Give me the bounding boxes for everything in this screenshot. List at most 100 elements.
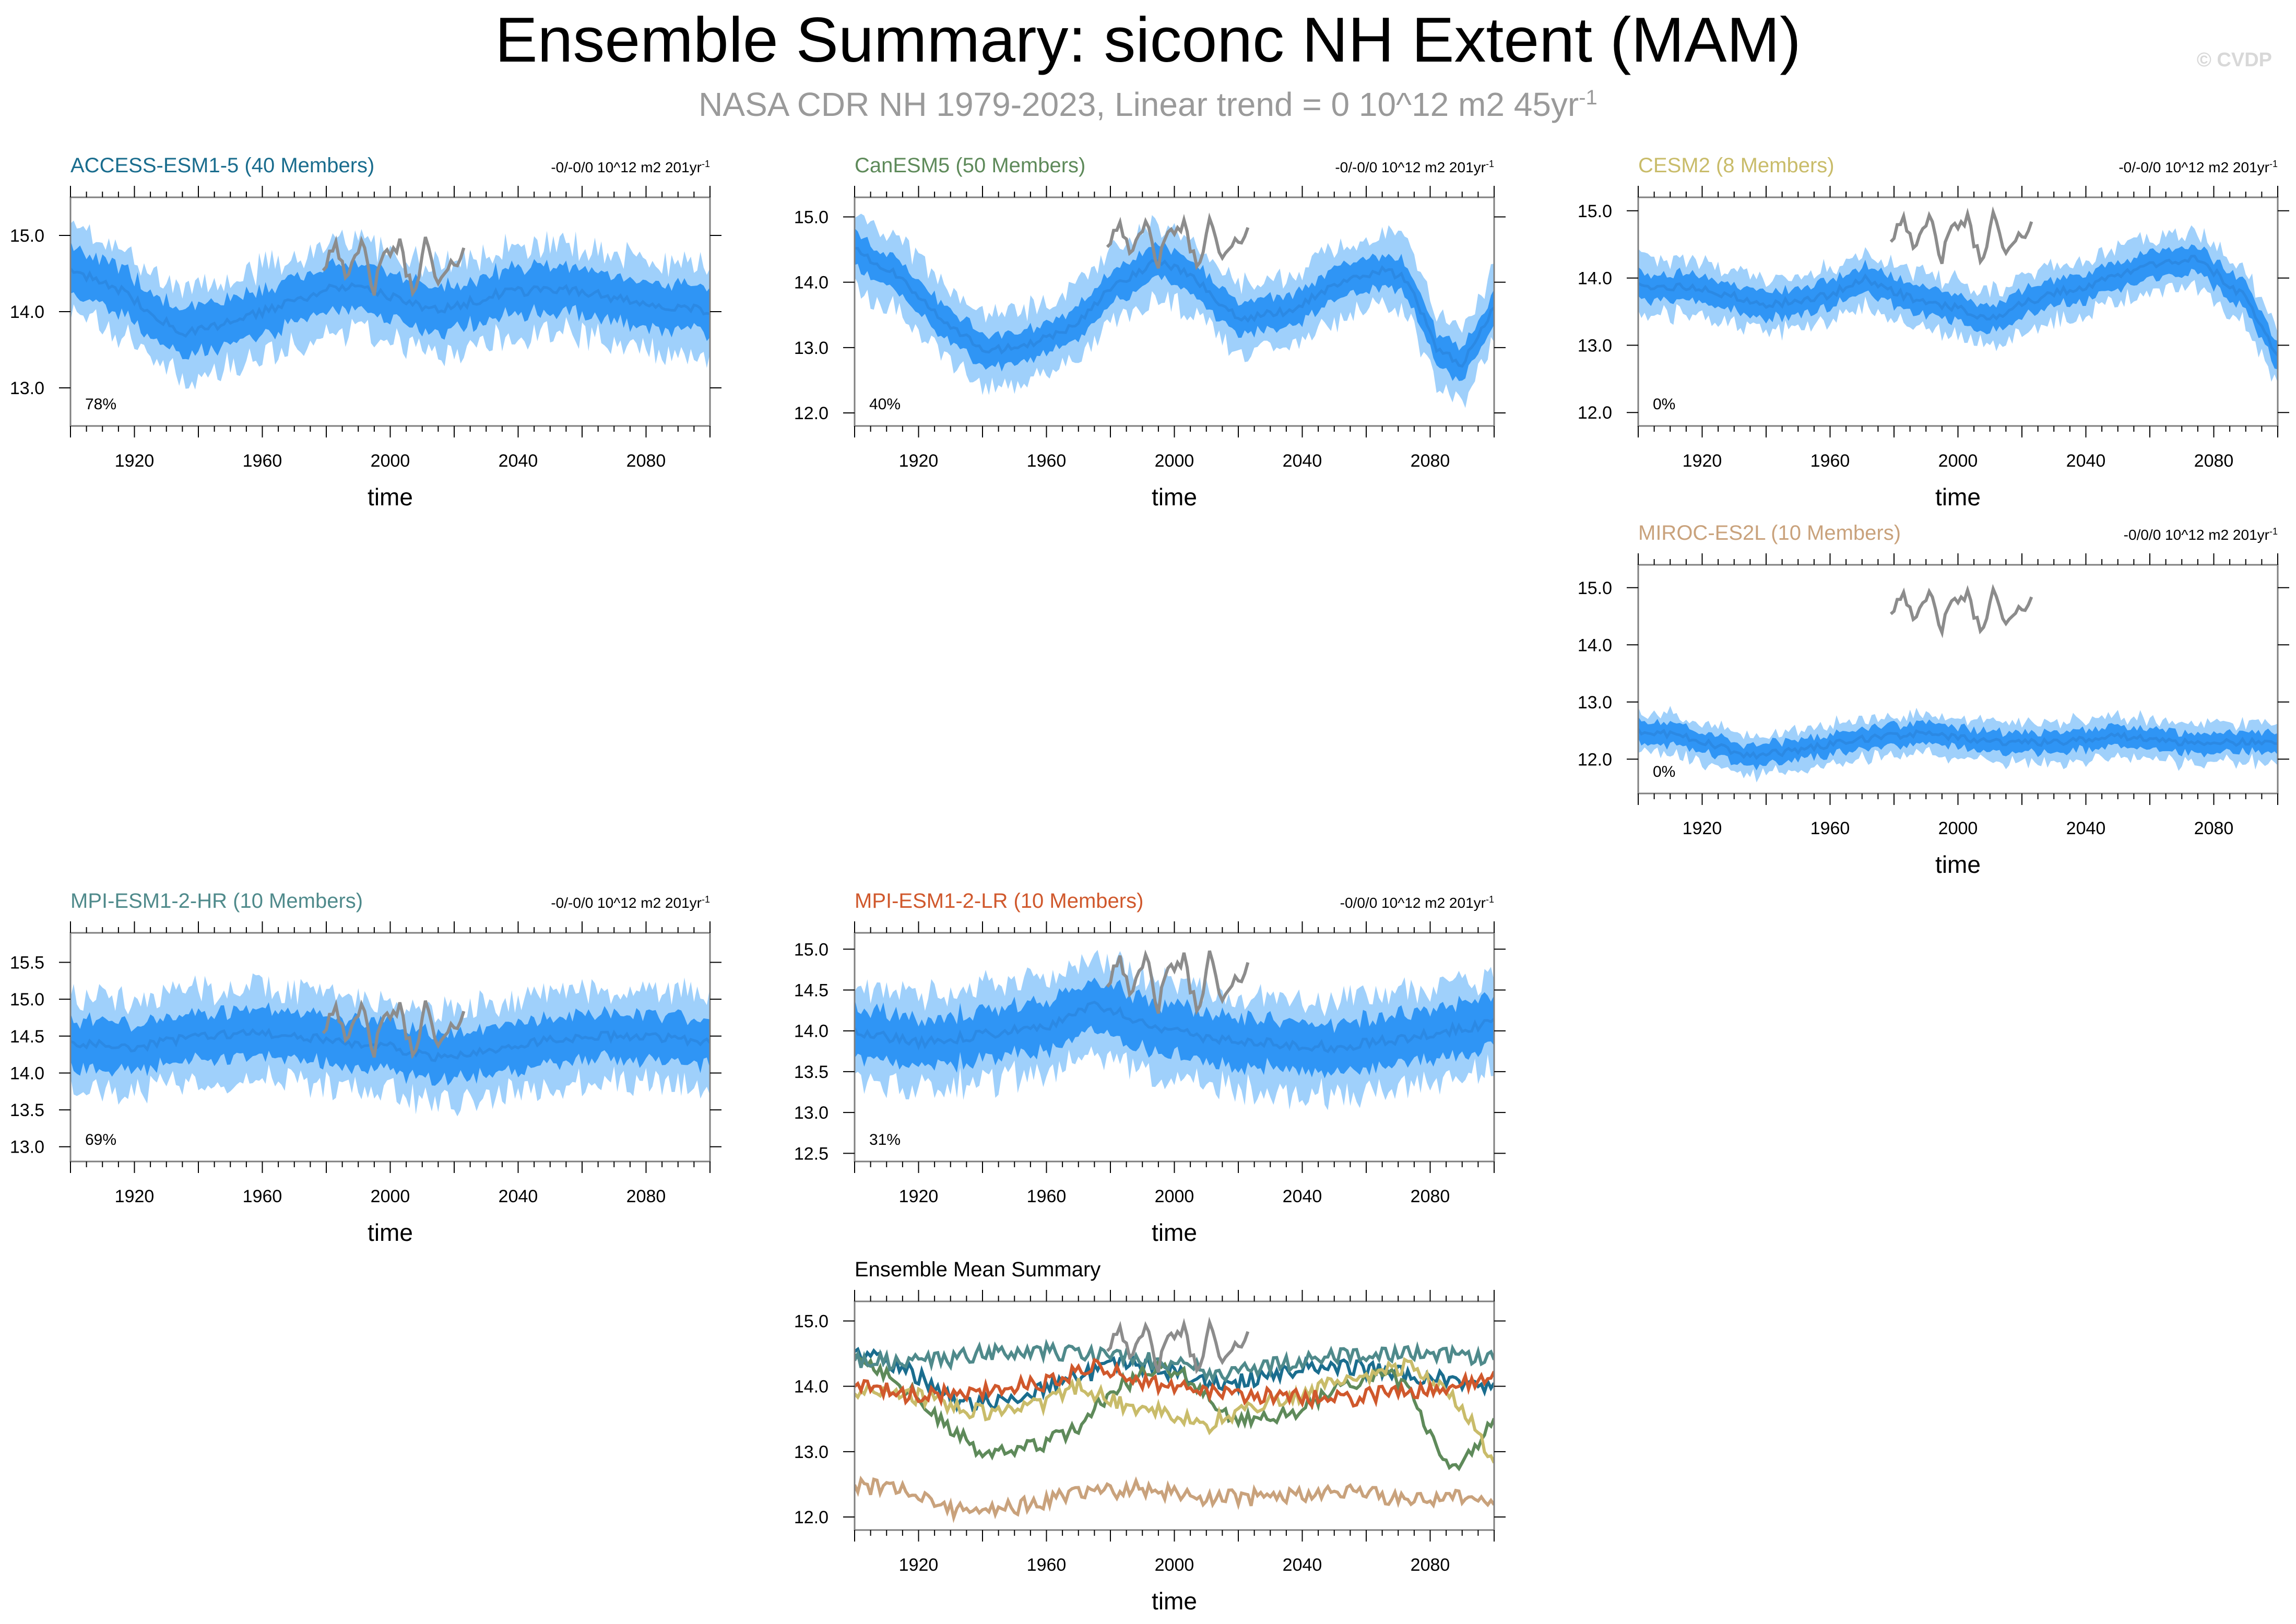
x-tick-label-canesm5: 2040 xyxy=(1283,451,1322,471)
panel-title-mpilr: MPI-ESM1-2-LR (10 Members) xyxy=(855,890,1143,912)
y-tick-label-summary: 15.0 xyxy=(794,1312,829,1332)
obs-line-access xyxy=(322,235,466,298)
y-tick-label-miroc: 15.0 xyxy=(1578,578,1612,598)
x-tick-label-access: 1920 xyxy=(115,451,155,471)
percent-label-access: 78% xyxy=(85,396,116,413)
summary-series-canesm5 xyxy=(855,1353,1494,1472)
trend-text-sup: -1 xyxy=(2269,159,2278,169)
panels-group: 1920 1960 2000 2040 2080 13.0 14.0 15.0 time ACCE… xyxy=(10,154,2289,1615)
trend-text-main: -0/0/0 10^12 m2 201yr xyxy=(1340,895,1486,911)
x-tick-label-access: 2080 xyxy=(626,451,666,471)
y-tick-label-canesm5: 12.0 xyxy=(794,404,829,423)
mean-line-mpilr xyxy=(855,1001,1494,1054)
x-tick-label-summary: 1960 xyxy=(1027,1555,1067,1575)
y-tick-label-access: 14.0 xyxy=(10,302,44,322)
obs-line-mpihr xyxy=(322,999,466,1060)
y-tick-label-canesm5: 13.0 xyxy=(794,338,829,358)
x-axis-label-mpilr: time xyxy=(1152,1219,1197,1246)
trend-text-canesm5: -0/-0/0 10^12 m2 201yr-1 xyxy=(1335,159,1494,175)
percent-label-canesm5: 40% xyxy=(869,396,901,413)
y-tick-label-mpilr: 14.0 xyxy=(794,1022,829,1041)
panel-summary: 1920 1960 2000 2040 2080 12.0 13.0 14.0 15.0 time… xyxy=(794,1258,1506,1615)
page-subtitle-main: NASA CDR NH 1979-2023, Linear trend = 0 … xyxy=(699,86,1579,123)
x-tick-label-access: 2040 xyxy=(499,451,538,471)
x-tick-label-summary: 1920 xyxy=(899,1555,939,1575)
panel-mpihr: 1920 1960 2000 2040 2080 13.0 13.5 14.0 14.5 15.0… xyxy=(10,890,721,1246)
plot-area xyxy=(855,212,1494,408)
x-tick-label-cesm2: 1920 xyxy=(1683,451,1722,471)
percent-label-mpihr: 69% xyxy=(85,1131,116,1148)
y-tick-label-canesm5: 15.0 xyxy=(794,208,829,228)
y-tick-label-cesm2: 14.0 xyxy=(1578,269,1612,289)
x-axis-label-mpihr: time xyxy=(368,1219,413,1246)
y-tick-label-mpihr: 14.0 xyxy=(10,1063,44,1083)
obs-line-summary xyxy=(1106,1317,1250,1374)
x-axis-label-miroc: time xyxy=(1935,851,1981,878)
y-tick-label-cesm2: 15.0 xyxy=(1578,201,1612,221)
trend-text-sup: -1 xyxy=(1486,159,1494,169)
mean-line-access xyxy=(70,267,710,338)
x-tick-label-miroc: 2080 xyxy=(2194,819,2234,838)
panel-mpilr: 1920 1960 2000 2040 2080 12.5 13.0 13.5 14.0 14.5… xyxy=(794,890,1506,1246)
y-tick-label-cesm2: 13.0 xyxy=(1578,336,1612,355)
y-tick-label-miroc: 12.0 xyxy=(1578,750,1612,769)
x-tick-label-cesm2: 2040 xyxy=(2066,451,2106,471)
obs-line-mpilr xyxy=(1106,949,1250,1016)
panel-title-cesm2: CESM2 (8 Members) xyxy=(1638,154,1835,177)
panel-miroc: 1920 1960 2000 2040 2080 12.0 13.0 14.0 15.0 time… xyxy=(1578,521,2289,878)
x-axis-label-canesm5: time xyxy=(1152,483,1197,511)
x-tick-label-miroc: 2000 xyxy=(1938,819,1978,838)
y-tick-label-access: 15.0 xyxy=(10,226,44,246)
y-tick-label-mpihr: 13.5 xyxy=(10,1100,44,1120)
trend-text-main: -0/-0/0 10^12 m2 201yr xyxy=(551,895,702,911)
plot-area xyxy=(70,220,710,390)
page-subtitle: NASA CDR NH 1979-2023, Linear trend = 0 … xyxy=(699,86,1597,123)
x-tick-label-mpihr: 2040 xyxy=(499,1187,538,1206)
panel-title-miroc: MIROC-ES2L (10 Members) xyxy=(1638,521,1901,544)
x-tick-label-mpilr: 1920 xyxy=(899,1187,939,1206)
x-tick-label-summary: 2040 xyxy=(1283,1555,1322,1575)
summary-series-cesm2 xyxy=(855,1357,1494,1464)
x-tick-label-access: 2000 xyxy=(371,451,410,471)
page-title: Ensemble Summary: siconc NH Extent (MAM) xyxy=(495,4,1801,75)
x-tick-label-mpihr: 2080 xyxy=(626,1187,666,1206)
page-subtitle-sup: -1 xyxy=(1579,86,1597,109)
plot-area xyxy=(70,973,710,1117)
y-tick-label-mpilr: 15.0 xyxy=(794,940,829,959)
x-tick-label-mpilr: 2000 xyxy=(1155,1187,1194,1206)
panel-title-access: ACCESS-ESM1-5 (40 Members) xyxy=(70,154,374,177)
mean-line-mpihr xyxy=(70,1027,710,1062)
y-tick-label-mpihr: 13.0 xyxy=(10,1137,44,1157)
y-tick-label-mpilr: 13.5 xyxy=(794,1062,829,1082)
mean-line-miroc xyxy=(1638,728,2278,761)
x-tick-label-mpilr: 2040 xyxy=(1283,1187,1322,1206)
x-tick-label-miroc: 1960 xyxy=(1810,819,1850,838)
trend-text-sup: -1 xyxy=(702,894,710,905)
y-tick-label-summary: 12.0 xyxy=(794,1508,829,1527)
percent-label-mpilr: 31% xyxy=(869,1131,901,1148)
y-tick-label-summary: 13.0 xyxy=(794,1442,829,1462)
obs-line-cesm2 xyxy=(1889,206,2033,266)
x-tick-label-canesm5: 2080 xyxy=(1411,451,1450,471)
panel-cesm2: 1920 1960 2000 2040 2080 12.0 13.0 14.0 15.0 time… xyxy=(1578,154,2289,511)
trend-text-mpilr: -0/0/0 10^12 m2 201yr-1 xyxy=(1340,894,1494,911)
panel-title-summary: Ensemble Mean Summary xyxy=(855,1258,1100,1281)
y-tick-label-cesm2: 12.0 xyxy=(1578,403,1612,423)
y-tick-label-canesm5: 14.0 xyxy=(794,273,829,293)
panel-canesm5: 1920 1960 2000 2040 2080 12.0 13.0 14.0 15.0 time… xyxy=(794,154,1506,511)
x-tick-label-cesm2: 2080 xyxy=(2194,451,2234,471)
obs-line-canesm5 xyxy=(1106,212,1250,270)
plot-area xyxy=(1638,584,2278,783)
trend-text-main: -0/-0/0 10^12 m2 201yr xyxy=(2119,159,2269,175)
x-tick-label-canesm5: 1920 xyxy=(899,451,939,471)
percent-label-cesm2: 0% xyxy=(1653,396,1675,413)
x-axis-label-summary: time xyxy=(1152,1587,1197,1615)
y-tick-label-miroc: 14.0 xyxy=(1578,635,1612,655)
trend-text-main: -0/0/0 10^12 m2 201yr xyxy=(2124,527,2269,543)
y-tick-label-mpihr: 15.5 xyxy=(10,953,44,973)
x-tick-label-canesm5: 2000 xyxy=(1155,451,1194,471)
x-tick-label-cesm2: 1960 xyxy=(1810,451,1850,471)
summary-series-mpihr xyxy=(855,1338,1494,1384)
watermark: © CVDP xyxy=(2197,49,2272,71)
